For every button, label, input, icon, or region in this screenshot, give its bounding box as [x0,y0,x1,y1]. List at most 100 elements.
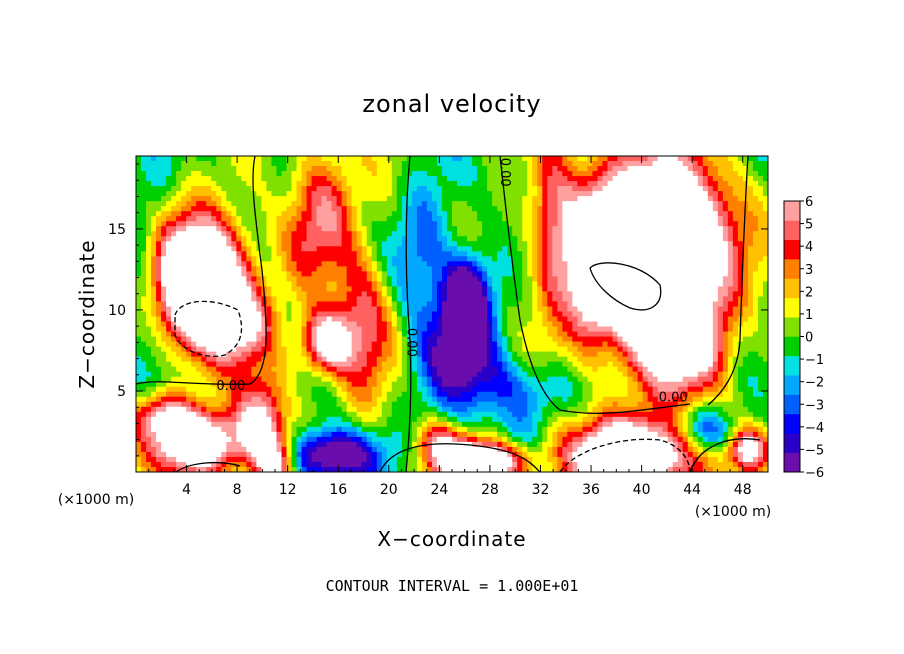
heatmap-cell [557,341,563,348]
heatmap-cell [401,301,408,308]
heatmap-cell [296,276,303,282]
heatmap-cell [612,276,619,282]
heatmap-cell [341,236,348,242]
heatmap-cell [196,346,202,353]
heatmap-cell [146,211,152,217]
heatmap-cell [707,291,714,298]
heatmap-cell [502,211,508,217]
heatmap-cell [497,266,503,272]
heatmap-cell [547,241,553,247]
heatmap-cell [281,176,288,182]
heatmap-cell [627,226,634,232]
heatmap-cell [381,341,388,348]
heatmap-cell [517,191,523,197]
heatmap-cell [552,186,558,192]
heatmap-cell [697,191,704,197]
heatmap-cell [717,286,724,293]
heatmap-cell [421,251,428,257]
heatmap-cell [502,256,508,262]
heatmap-cell [401,351,408,358]
heatmap-cell [176,281,182,288]
heatmap-cell [156,156,162,162]
heatmap-cell [552,206,558,212]
heatmap-cell [707,181,714,187]
heatmap-cell [166,171,172,177]
heatmap-cell [371,351,378,358]
heatmap-cell [762,171,768,177]
heatmap-cell [467,316,473,323]
heatmap-cell [602,296,609,303]
heatmap-cell [296,216,303,222]
heatmap-cell [677,221,684,227]
heatmap-cell [747,326,754,333]
heatmap-cell [226,176,232,182]
heatmap-cell [361,311,368,318]
heatmap-cell [331,161,338,167]
heatmap-cell [436,196,443,202]
heatmap-cell [291,286,298,293]
heatmap-cell [637,281,644,288]
heatmap-cell [166,276,172,282]
heatmap-cell [522,291,528,298]
heatmap-cell [336,341,343,348]
heatmap-cell [371,256,378,262]
heatmap-cell [421,236,428,242]
heatmap-cell [547,166,553,172]
heatmap-cell [211,306,217,313]
heatmap-cell [477,256,483,262]
heatmap-cell [487,336,493,343]
heatmap-cell [712,281,719,288]
heatmap-cell [627,346,634,353]
heatmap-cell [321,251,328,257]
heatmap-cell [211,276,217,282]
heatmap-cell [396,271,403,277]
heatmap-cell [622,181,629,187]
heatmap-cell [732,341,739,348]
heatmap-cell [717,336,724,343]
heatmap-cell [662,261,669,267]
heatmap-cell [497,246,503,252]
heatmap-cell [236,211,242,217]
heatmap-cell [236,166,242,172]
heatmap-cell [421,286,428,293]
heatmap-cell [472,326,478,333]
heatmap-cell [356,331,363,338]
heatmap-cell [136,206,142,212]
heatmap-cell [286,266,293,272]
heatmap-cell [356,336,363,343]
heatmap-cell [231,256,237,262]
heatmap-cell [361,186,368,192]
heatmap-cell [186,301,192,308]
heatmap-cell [462,281,468,288]
heatmap-cell [727,206,734,212]
heatmap-cell [512,226,518,232]
heatmap-cell [421,266,428,272]
heatmap-cell [462,301,468,308]
heatmap-cell [431,161,438,167]
heatmap-cell [632,331,639,338]
heatmap-cell [331,286,338,293]
heatmap-cell [597,221,604,227]
heatmap-cell [507,206,513,212]
heatmap-cell [697,311,704,318]
heatmap-cell [301,351,308,358]
heatmap-cell [467,296,473,303]
heatmap-cell [527,281,533,288]
heatmap-cell [216,266,222,272]
heatmap-cell [321,181,328,187]
heatmap-cell [577,156,584,162]
heatmap-cell [426,201,433,207]
heatmap-cell [356,291,363,298]
heatmap-cell [376,346,383,353]
heatmap-cell [752,316,759,323]
heatmap-cell [266,311,273,318]
heatmap-cell [386,171,393,177]
heatmap-cell [612,246,619,252]
heatmap-cell [652,346,659,353]
heatmap-cell [752,311,759,318]
heatmap-cell [376,241,383,247]
heatmap-cell [617,326,624,333]
heatmap-cell [502,176,508,182]
heatmap-cell [241,316,247,323]
heatmap-cell [737,251,744,257]
